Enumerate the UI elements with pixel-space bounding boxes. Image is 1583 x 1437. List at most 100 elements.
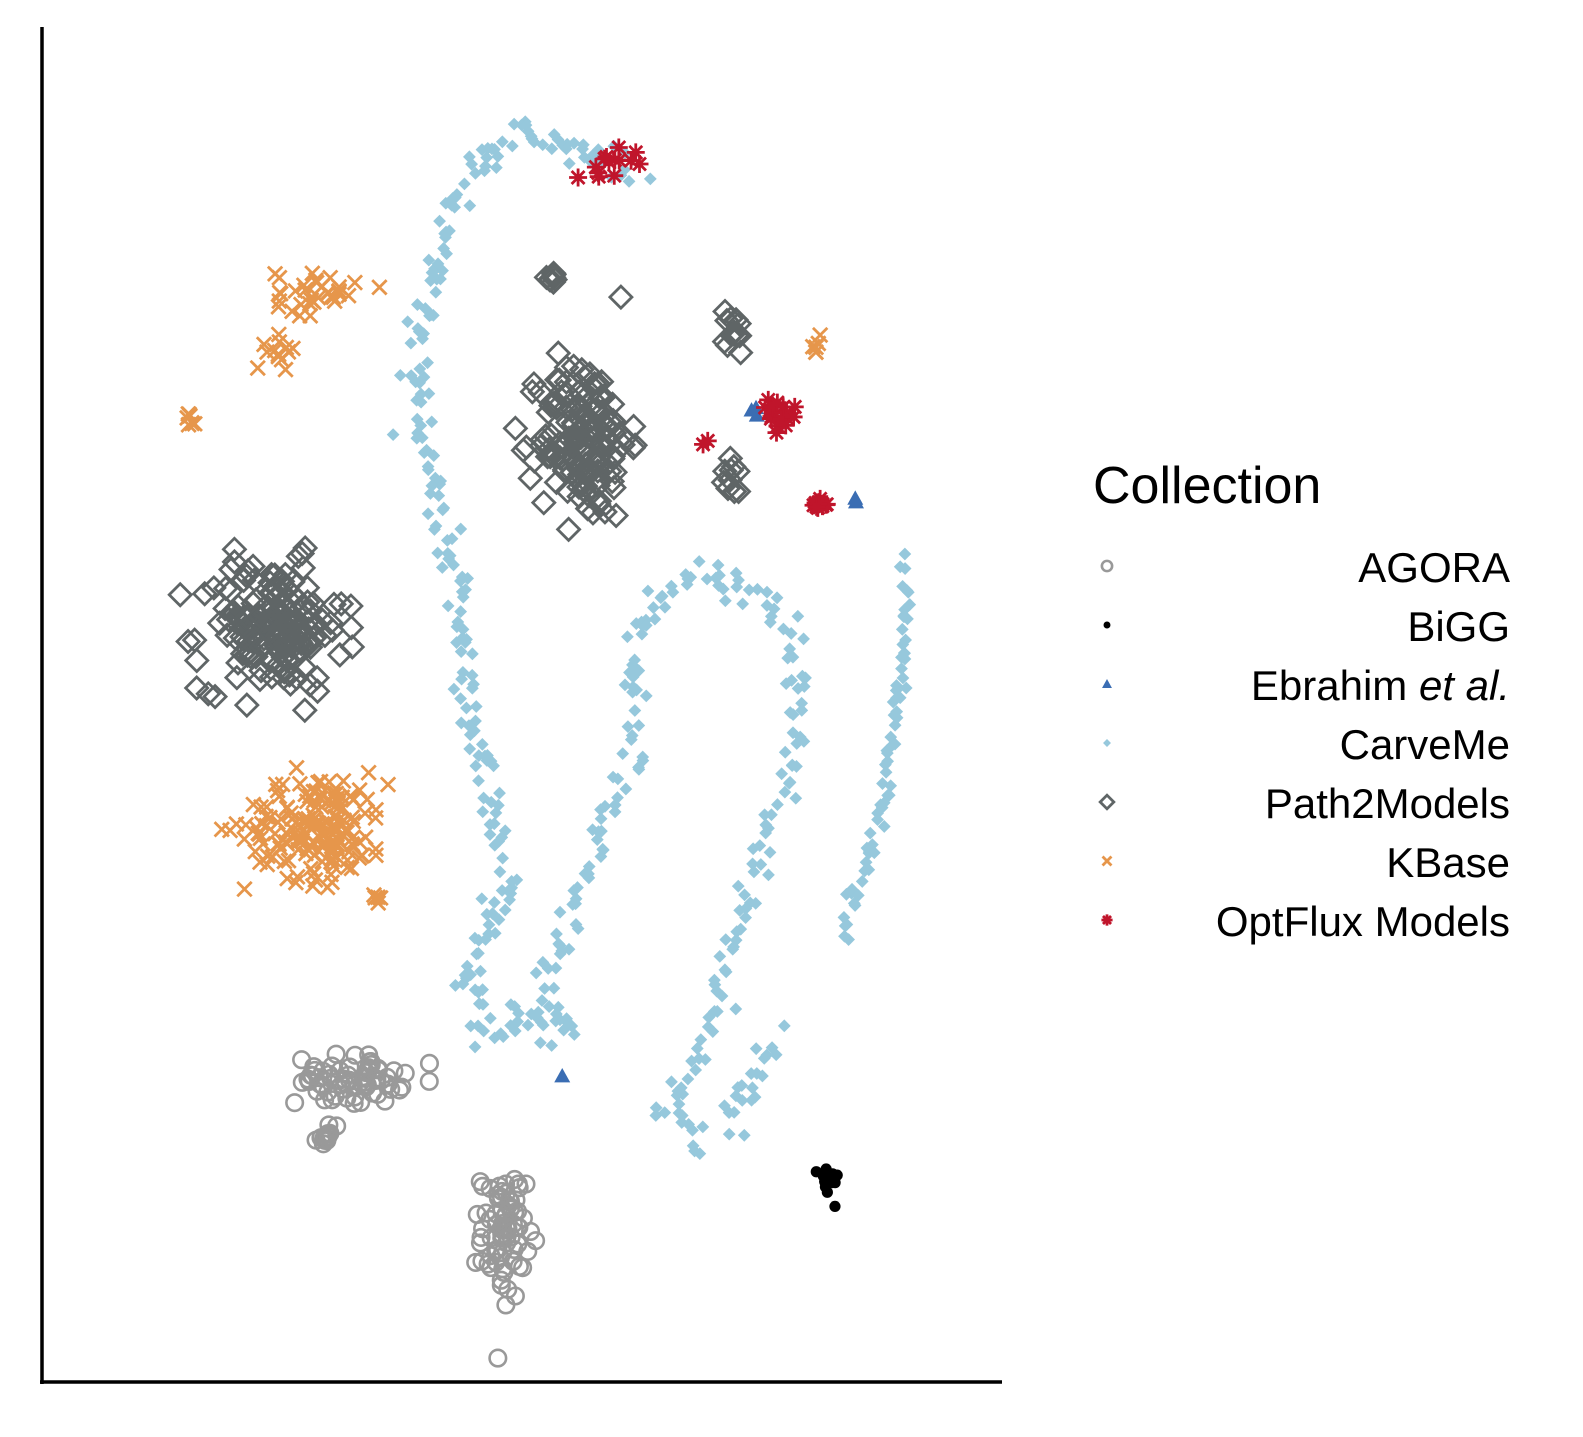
data-point: [279, 634, 306, 661]
legend-marker: [1101, 914, 1113, 926]
data-point: [567, 393, 594, 420]
data-point: [611, 791, 624, 805]
data-point: [639, 689, 653, 703]
data-point: [706, 1025, 720, 1038]
data-point: [465, 157, 479, 171]
data-point: [855, 875, 869, 888]
data-point: [628, 704, 642, 717]
data-point: [494, 1027, 508, 1041]
data-point: [262, 626, 289, 653]
data-point: [463, 728, 477, 742]
data-point: [475, 143, 489, 157]
legend-label: KBase: [1386, 839, 1510, 886]
data-point: [516, 1174, 536, 1194]
data-point: [313, 1076, 333, 1096]
plot-area: [167, 115, 917, 1368]
data-point: [619, 782, 633, 796]
series-agora: [285, 1044, 546, 1368]
data-point: [696, 1120, 710, 1134]
data-point: [344, 809, 361, 826]
data-point: [474, 964, 487, 978]
data-point: [471, 985, 485, 999]
data-point: [467, 677, 480, 691]
data-point: [567, 429, 594, 456]
data-point: [632, 719, 646, 732]
data-point: [472, 946, 485, 960]
data-point: [266, 342, 283, 359]
data-point: [485, 142, 499, 156]
data-point: [681, 1072, 695, 1086]
data-point: [694, 1033, 708, 1047]
data-point: [480, 907, 494, 921]
series-path2models: [167, 260, 754, 724]
data-point: [503, 893, 516, 907]
data-point: [288, 759, 305, 776]
data-point: [842, 933, 855, 946]
data-point: [760, 599, 774, 612]
data-point: [751, 582, 764, 596]
data-point: [521, 448, 548, 474]
data-point: [641, 584, 655, 598]
data-point: [658, 600, 672, 614]
data-point: [625, 729, 639, 742]
data-point: [231, 615, 258, 642]
data-point: [594, 812, 608, 826]
data-point: [621, 720, 635, 734]
data-point: [847, 896, 861, 910]
data-point: [328, 838, 346, 856]
data-point: [273, 647, 300, 674]
data-point: [469, 166, 482, 180]
data-point: [713, 568, 726, 582]
data-point: [441, 599, 455, 613]
data-point: [536, 955, 550, 969]
data-point: [454, 605, 468, 618]
data-point: [437, 501, 451, 515]
data-point: [784, 627, 798, 640]
data-point: [586, 488, 613, 515]
data-point: [508, 1174, 528, 1194]
data-point: [298, 793, 316, 810]
data-point: [707, 973, 721, 987]
data-point: [414, 395, 428, 409]
data-point: [505, 1169, 525, 1190]
legend-label: AGORA: [1358, 544, 1510, 591]
data-point: [463, 199, 477, 213]
data-point: [472, 749, 486, 763]
data-point: [279, 870, 296, 887]
data-point: [592, 825, 605, 839]
data-point: [355, 1072, 375, 1092]
data-point: [482, 927, 496, 941]
data-point: [492, 1181, 512, 1201]
data-point: [473, 1219, 493, 1239]
data-point: [458, 177, 471, 191]
data-point: [337, 593, 364, 620]
data-point: [626, 143, 645, 162]
data-point: [871, 813, 884, 827]
data-point: [746, 1081, 759, 1095]
data-point: [632, 664, 646, 677]
data-point: [431, 546, 445, 560]
data-point: [763, 845, 777, 859]
data-point: [369, 889, 387, 906]
data-point: [725, 478, 752, 505]
legend-label: BiGG: [1407, 603, 1510, 650]
data-point: [483, 828, 497, 841]
data-point: [689, 1063, 703, 1077]
data-point: [603, 502, 630, 529]
data-point: [717, 445, 744, 472]
data-point: [600, 407, 627, 434]
data-point: [221, 548, 248, 575]
data-point: [321, 773, 338, 791]
legend-label-text: OptFlux Models: [1216, 898, 1510, 945]
data-point: [424, 274, 438, 287]
data-point: [533, 264, 560, 291]
data-point: [454, 692, 467, 705]
data-point: [577, 415, 604, 442]
data-point: [765, 808, 778, 822]
data-point: [183, 415, 201, 432]
data-point: [507, 117, 521, 131]
data-point: [654, 591, 668, 605]
data-point: [465, 668, 479, 682]
data-point: [771, 798, 784, 811]
data-point: [790, 737, 804, 750]
